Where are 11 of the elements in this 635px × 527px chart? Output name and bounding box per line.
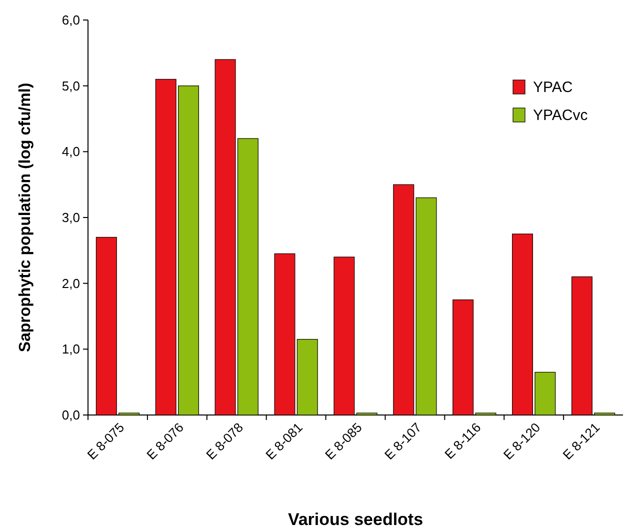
y-tick-label: 5,0: [62, 78, 80, 94]
legend-label: YPACvc: [533, 107, 588, 124]
y-tick-label: 6,0: [62, 12, 80, 28]
x-axis-title: Various seedlots: [288, 510, 424, 527]
y-axis-title: Saprophytic population (log cfu/ml): [17, 82, 34, 352]
y-tick-label: 0,0: [62, 408, 80, 423]
y-tick-label: 4,0: [62, 144, 80, 160]
y-tick-label: 1,0: [62, 342, 80, 357]
y-tick-label: 3,0: [62, 210, 80, 226]
legend-label: YPAC: [533, 79, 573, 96]
y-tick-label: 2,0: [62, 276, 80, 291]
